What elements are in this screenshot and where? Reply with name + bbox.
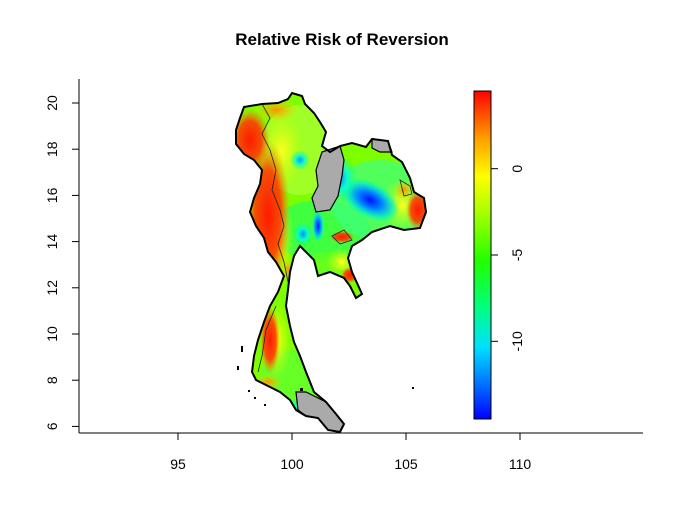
legend-ticks: 0 -5 -10	[491, 165, 525, 351]
contour-central	[331, 229, 353, 245]
map-title: Relative Risk of Reversion	[235, 30, 449, 49]
color-legend: 0 -5 -10	[473, 90, 525, 420]
axes	[78, 79, 643, 434]
island-speck	[241, 346, 243, 352]
y-tick-label: 14	[44, 234, 60, 250]
y-tick-label: 16	[44, 187, 60, 203]
x-tick-label: 100	[280, 456, 304, 472]
contour-west	[261, 103, 289, 283]
y-axis-ticks: 6 8 10 12 14 16 18 20	[44, 95, 79, 430]
contour-peninsula	[257, 305, 277, 373]
islands	[237, 346, 414, 406]
island-speck	[412, 387, 414, 389]
legend-tick-label: -10	[509, 331, 525, 351]
missing-region-north	[311, 145, 345, 213]
y-tick-label: 8	[44, 376, 60, 384]
island-speck	[248, 390, 250, 392]
legend-tick-label: -5	[509, 249, 525, 262]
y-tick-label: 12	[44, 280, 60, 296]
missing-data-regions	[295, 138, 393, 433]
y-tick-label: 20	[44, 95, 60, 111]
legend-tick-label: 0	[509, 165, 525, 173]
y-tick-label: 10	[44, 326, 60, 342]
x-tick-label: 105	[394, 456, 418, 472]
island-speck	[237, 366, 239, 370]
y-tick-label: 6	[44, 422, 60, 430]
island-speck	[254, 397, 256, 399]
legend-color-bar	[473, 90, 492, 420]
land-area	[235, 92, 427, 433]
y-tick-label: 18	[44, 141, 60, 157]
risk-contours	[257, 103, 413, 373]
x-axis-ticks: 95 100 105 110	[170, 433, 531, 472]
island-speck	[264, 404, 266, 406]
x-tick-label: 110	[509, 456, 532, 472]
x-tick-label: 95	[170, 456, 186, 472]
contour-northeast	[399, 179, 413, 197]
island-speck	[300, 388, 303, 391]
